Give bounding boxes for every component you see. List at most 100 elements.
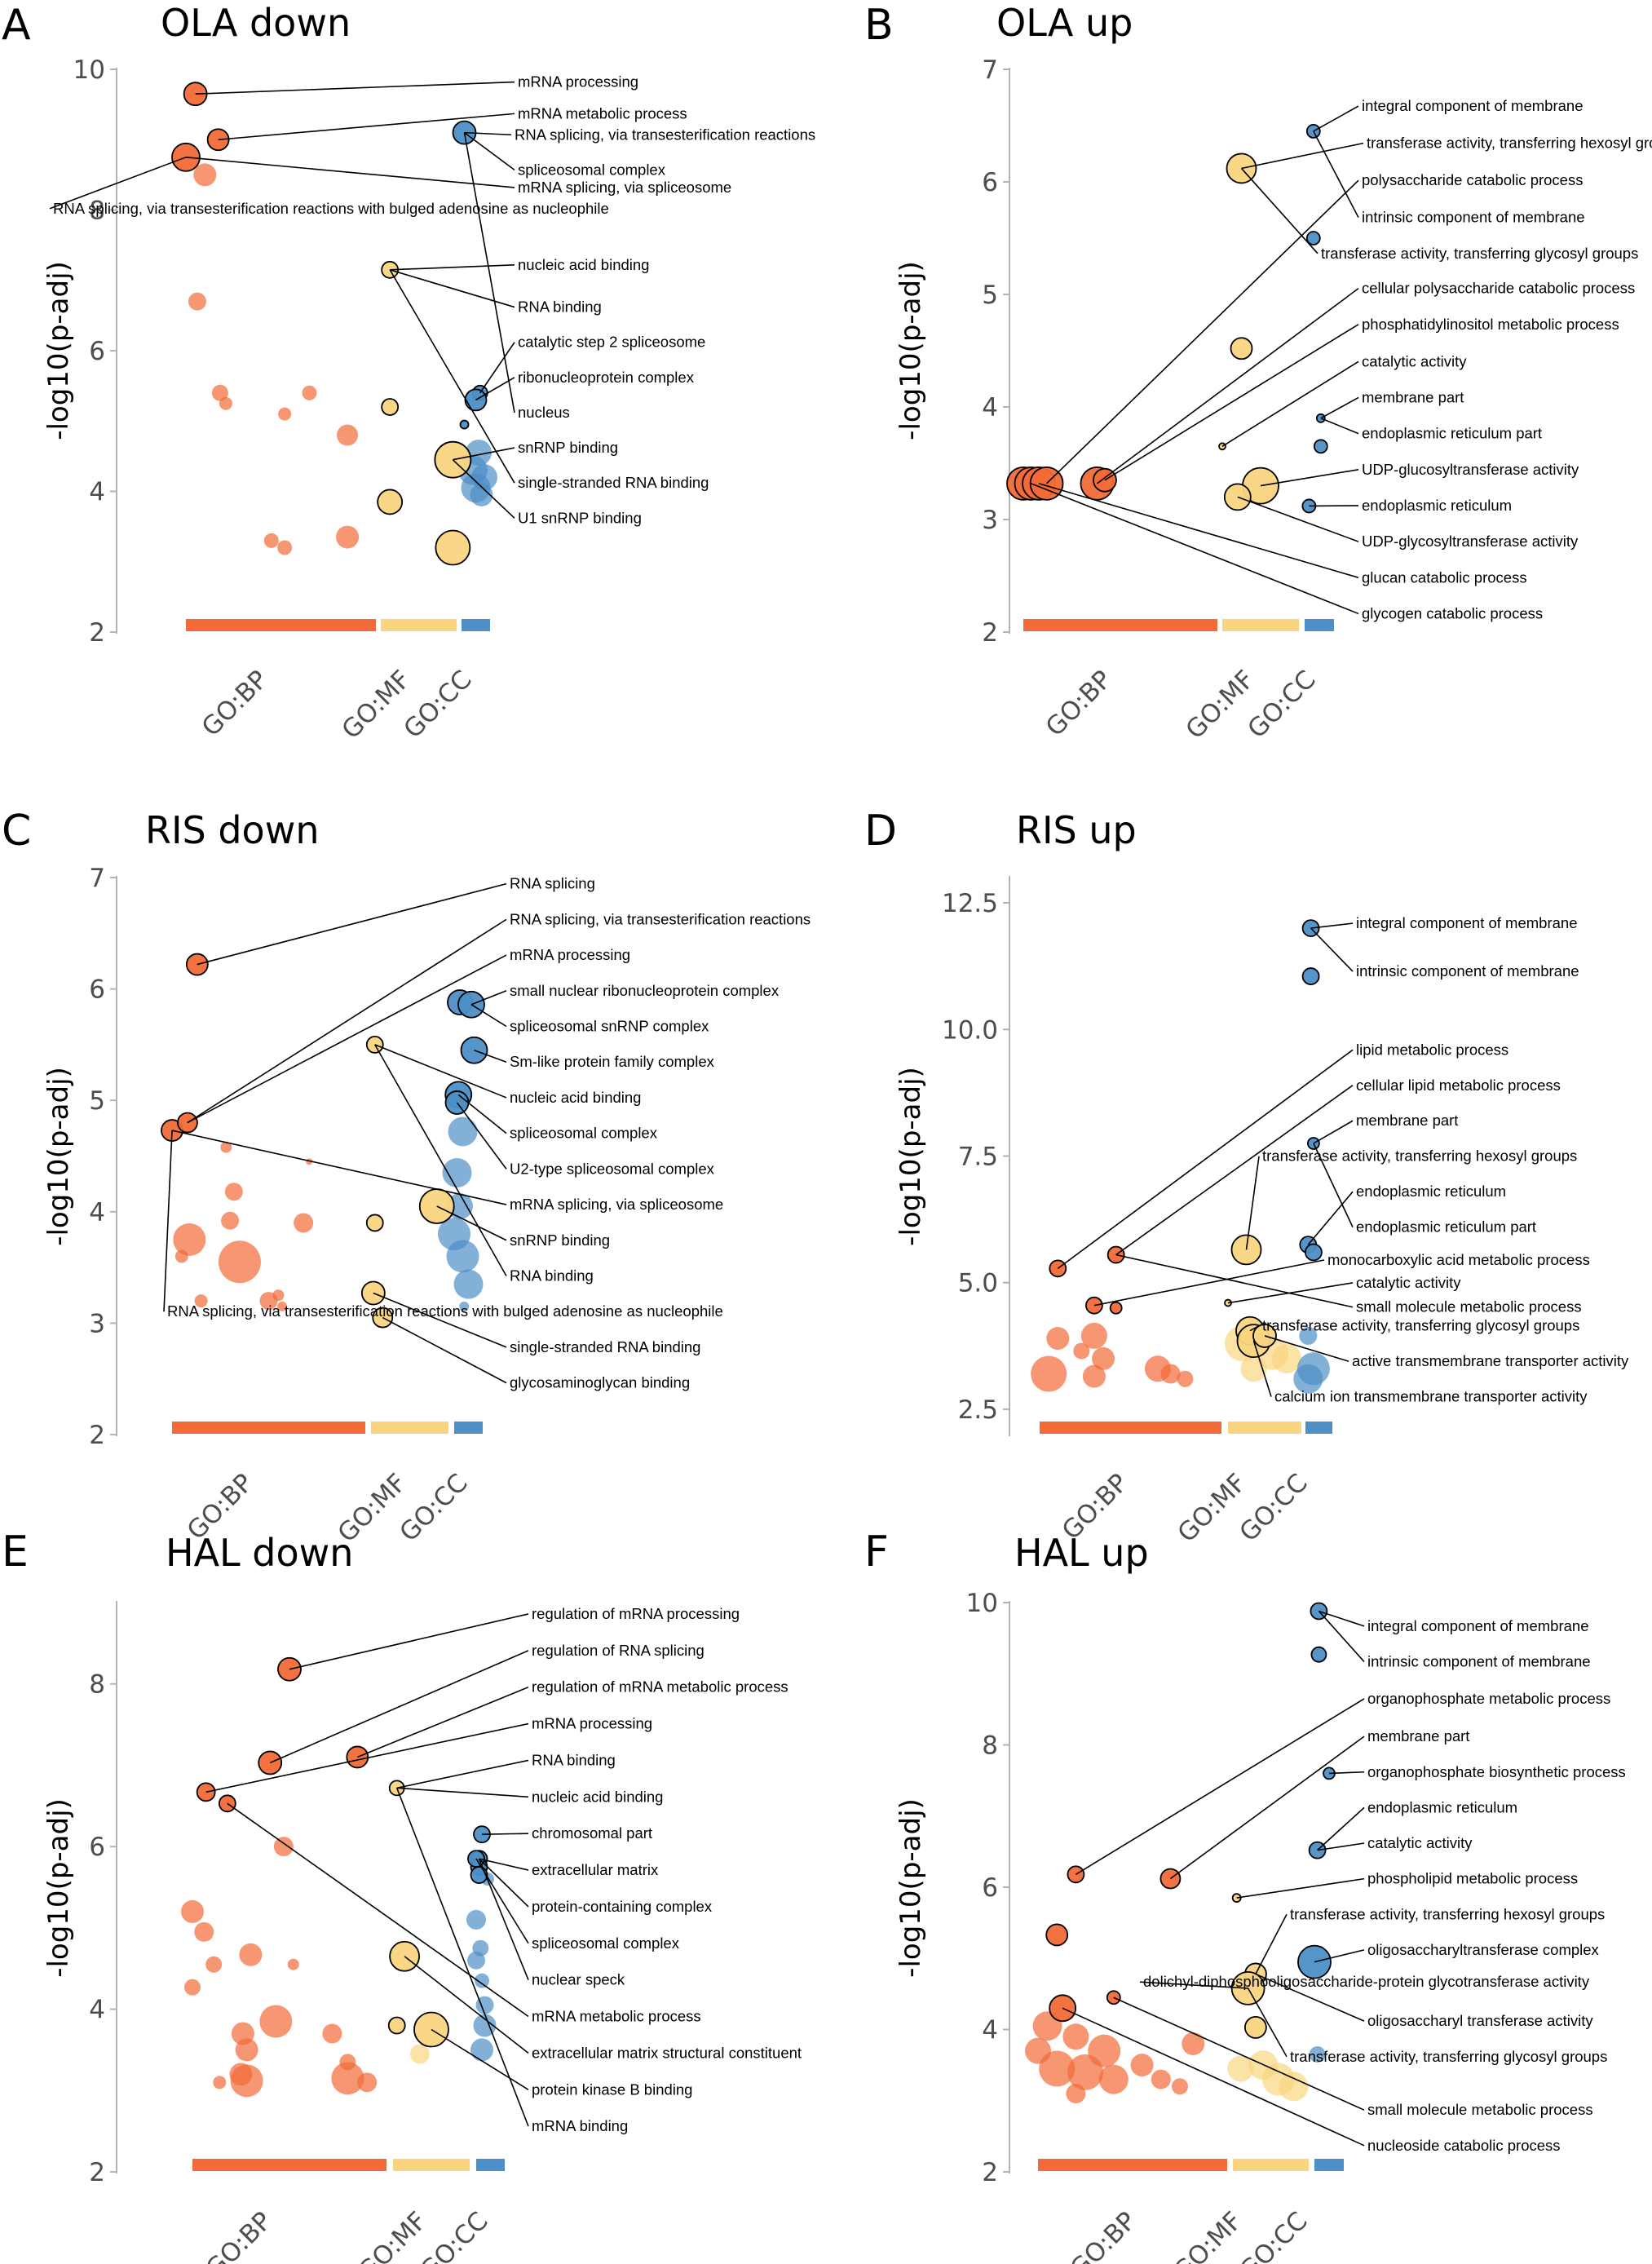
- term-label: cellular lipid metabolic process: [1356, 1077, 1561, 1094]
- y-tick-label: 5.0: [958, 1269, 998, 1298]
- panel-d: D RIS up -log10(p-adj) 2.5 5.0 7.5 10.0 12.5 GO:…: [864, 807, 1629, 1548]
- go-term-point: [1098, 2064, 1129, 2094]
- leader-line: [1236, 1877, 1365, 1899]
- term-label: transferase activity, transferring glyco…: [1290, 2048, 1607, 2065]
- term-label: monocarboxylic acid metabolic process: [1327, 1251, 1590, 1268]
- go-term-point: [294, 1213, 314, 1233]
- term-label: nucleic acid binding: [532, 1788, 663, 1805]
- leader-line: [1255, 1913, 1288, 1974]
- go-term-point: [377, 489, 404, 515]
- go-term-point: [467, 1951, 485, 1970]
- category-bar-mf: [1222, 619, 1299, 631]
- leader-line: [1139, 1981, 1248, 1989]
- go-term-point: [287, 1958, 299, 1970]
- y-tick-label: 8: [89, 197, 105, 226]
- go-term-point: [1301, 967, 1320, 985]
- go-term-point: [302, 385, 317, 400]
- term-label: regulation of RNA splicing: [532, 1642, 705, 1659]
- term-label: transferase activity, transferring hexos…: [1262, 1147, 1577, 1165]
- x-category-label: GO:MF: [1168, 2206, 1248, 2264]
- term-label: integral component of membrane: [1367, 1617, 1588, 1634]
- y-tick-label: 7: [982, 55, 998, 85]
- leader-line: [436, 1205, 507, 1241]
- leader-line: [478, 1858, 529, 1908]
- term-label: polysaccharide catabolic process: [1362, 171, 1583, 188]
- term-label: intrinsic component of membrane: [1362, 209, 1585, 226]
- leader-line: [453, 447, 515, 461]
- go-term-point: [1067, 2054, 1103, 2090]
- term-label: catalytic step 2 spliceosome: [518, 334, 705, 351]
- y-tick-label: 2: [982, 618, 998, 648]
- go-term-point: [239, 1943, 263, 1966]
- term-label: nucleic acid binding: [510, 1089, 641, 1106]
- go-term-point: [453, 1269, 484, 1299]
- go-term-point: [1062, 2023, 1089, 2050]
- leader-line: [1310, 927, 1354, 972]
- go-term-point: [1313, 439, 1328, 454]
- y-tick-label: 6: [89, 337, 105, 366]
- y-tick-label: 2: [89, 618, 105, 648]
- go-term-point: [1130, 2054, 1154, 2077]
- term-label: nucleoside catabolic process: [1367, 2137, 1561, 2154]
- x-category-label: GO:MF: [352, 2206, 432, 2264]
- leader-line: [389, 269, 515, 308]
- leader-line: [205, 1722, 529, 1793]
- term-label: glycosaminoglycan binding: [510, 1374, 690, 1391]
- leader-line: [1115, 1085, 1354, 1256]
- go-term-point: [211, 384, 228, 401]
- go-term-point: [1066, 2084, 1086, 2104]
- go-term-point: [1172, 2078, 1188, 2095]
- leader-line: [1113, 1996, 1365, 2111]
- panel-a: A OLA down -log10(p-adj) 2 4 6 8 10 GO:BP GO:MFGO…: [2, 1, 815, 745]
- leader-line: [269, 1650, 529, 1764]
- go-term-point: [1305, 1243, 1323, 1262]
- go-term-point: [1244, 2015, 1267, 2039]
- x-category-label: GO:CC: [1242, 665, 1321, 744]
- term-label: calcium ion transmembrane transporter ac…: [1274, 1388, 1588, 1405]
- y-tick-label: 7: [89, 864, 105, 893]
- term-label: RNA binding: [532, 1751, 616, 1768]
- y-tick-label: 2.5: [958, 1395, 998, 1425]
- go-term-point: [470, 2038, 493, 2062]
- term-label: U1 snRNP binding: [518, 509, 642, 526]
- leader-line: [1240, 167, 1319, 254]
- term-label: intrinsic component of membrane: [1356, 962, 1579, 979]
- y-tick-label: 4: [982, 2016, 998, 2045]
- term-label: catalytic activity: [1356, 1274, 1461, 1291]
- x-category-label: GO:MF: [336, 665, 416, 745]
- category-bar-bp: [1038, 2159, 1227, 2171]
- leader-line: [1046, 179, 1359, 484]
- leader-line: [1096, 287, 1359, 484]
- term-label: glycogen catabolic process: [1362, 604, 1543, 621]
- leader-line: [49, 157, 187, 210]
- category-bar-cc: [454, 1422, 483, 1434]
- term-label: mRNA splicing, via spliceosome: [510, 1196, 723, 1213]
- go-term-point: [448, 1117, 478, 1147]
- x-category-label: GO:CC: [414, 2206, 493, 2264]
- term-label: catalytic activity: [1362, 352, 1467, 369]
- category-bar-mf: [1228, 1422, 1301, 1434]
- panel-letter: E: [2, 1528, 29, 1576]
- go-term-point: [1299, 1326, 1318, 1345]
- term-label: oligosaccharyltransferase complex: [1367, 1941, 1600, 1958]
- leader-line: [456, 1102, 507, 1170]
- term-label: organophosphate metabolic process: [1367, 1690, 1610, 1707]
- go-term-point: [181, 1899, 204, 1923]
- go-term-point: [188, 292, 206, 311]
- leader-line: [1247, 1988, 1288, 2058]
- go-term-point: [1025, 2037, 1051, 2064]
- go-term-point: [221, 1211, 240, 1230]
- y-axis-label: -log10(p-adj): [894, 1798, 927, 1978]
- leader-line: [1245, 1156, 1260, 1250]
- leader-line: [1260, 469, 1359, 487]
- y-tick-label: 12.5: [942, 889, 998, 918]
- go-term-point: [470, 483, 493, 506]
- panel-title: HAL down: [166, 1531, 353, 1575]
- panel-title: HAL up: [1014, 1531, 1149, 1575]
- go-term-point: [475, 1996, 494, 2014]
- leader-line: [464, 131, 515, 171]
- term-label: organophosphate biosynthetic process: [1367, 1763, 1626, 1780]
- leader-line: [404, 1956, 529, 2054]
